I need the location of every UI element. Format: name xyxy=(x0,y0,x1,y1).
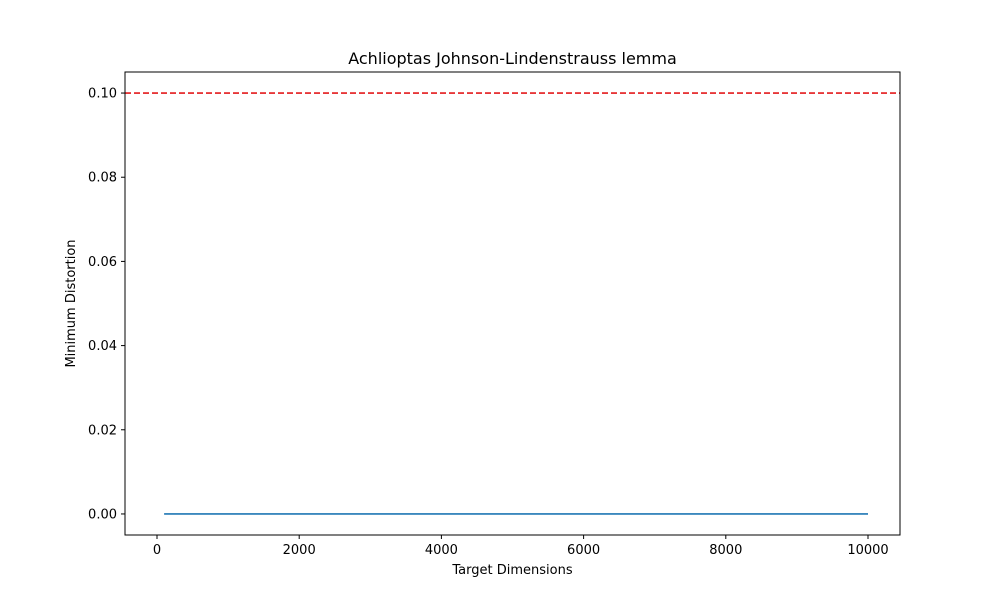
y-tick-label: 0.06 xyxy=(88,255,117,270)
y-tick-label: 0.00 xyxy=(88,507,117,522)
x-tick-label: 2000 xyxy=(283,543,316,558)
y-tick-label: 0.08 xyxy=(88,171,117,186)
plot-background xyxy=(125,72,900,535)
x-tick-label: 8000 xyxy=(709,543,742,558)
y-axis-title: Minimum Distortion xyxy=(64,239,79,367)
plot-frame xyxy=(124,71,901,536)
x-tick-label: 6000 xyxy=(567,543,600,558)
x-tick-label: 4000 xyxy=(425,543,458,558)
y-tick-label: 0.04 xyxy=(88,339,117,354)
y-tick-label: 0.10 xyxy=(88,87,117,102)
x-axis-title: Target Dimensions xyxy=(451,563,572,578)
x-tick-label: 0 xyxy=(153,543,161,558)
y-axis-ticks: 0.00 0.02 0.04 0.06 0.08 0.10 xyxy=(88,87,125,522)
chart-title: Achlioptas Johnson-Lindenstrauss lemma xyxy=(348,49,677,68)
y-tick-label: 0.02 xyxy=(88,423,117,438)
x-axis-ticks: 0 2000 4000 6000 8000 10000 xyxy=(153,535,889,558)
x-tick-label: 10000 xyxy=(847,543,888,558)
